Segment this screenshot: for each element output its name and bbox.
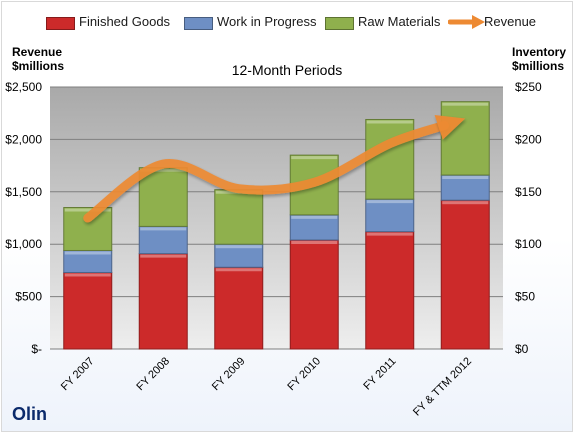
bar-finished-goods: [289, 239, 339, 350]
legend-swatch-work-in-progress: [184, 17, 213, 30]
right-axis-title-line1: Inventory: [512, 45, 567, 59]
right-tick-label: $150: [515, 185, 542, 199]
bar-raw-materials: [365, 118, 415, 200]
bar-work-in-progress: [365, 198, 415, 233]
bar-highlight: [140, 227, 187, 231]
bar-highlight: [366, 200, 413, 204]
legend: Finished Goods Work in Progress Raw Mate…: [0, 14, 574, 34]
bar-work-in-progress: [289, 214, 339, 241]
right-tick-label: $50: [515, 290, 535, 304]
bar-finished-goods: [63, 271, 113, 350]
right-tick-label: $200: [515, 132, 542, 146]
left-tick-label: $2,500: [5, 80, 42, 94]
x-tick-label: FY & TTM 2012: [411, 355, 474, 418]
legend-label-raw-materials: Raw Materials: [358, 14, 441, 29]
legend-arrow-revenue: [448, 15, 485, 29]
left-tick-label: $500: [15, 290, 42, 304]
x-tick-label: FY 2009: [210, 355, 248, 393]
legend-label-finished-goods: Finished Goods: [79, 14, 171, 29]
left-axis-title-line1: Revenue: [12, 45, 63, 59]
legend-swatch-finished-goods: [46, 17, 75, 30]
bar-finished-goods: [214, 266, 264, 350]
bar-highlight: [291, 215, 338, 219]
bar-highlight: [140, 168, 187, 172]
bar-raw-materials: [440, 101, 490, 176]
left-tick-label: $-: [31, 342, 42, 356]
bar-highlight: [442, 176, 489, 180]
bar-highlight: [64, 208, 111, 212]
legend-label-revenue: Revenue: [484, 14, 537, 29]
bar-highlight: [291, 156, 338, 160]
bar-highlight: [442, 201, 489, 205]
bar-raw-materials: [214, 189, 264, 245]
right-tick-label: $100: [515, 237, 542, 251]
bar-finished-goods: [138, 253, 188, 350]
legend-swatch-raw-materials: [325, 17, 354, 30]
chart-title: 12-Month Periods: [231, 62, 343, 78]
left-tick-label: $2,000: [5, 132, 42, 146]
x-tick-label: FY 2010: [285, 355, 323, 393]
revenue-arrowhead: [434, 114, 466, 140]
bar-finished-goods: [365, 231, 415, 350]
left-axis-title: Revenue $millions: [12, 45, 64, 73]
left-axis-title-line2: $millions: [12, 59, 65, 73]
bar-highlight: [140, 254, 187, 258]
right-tick-label: $250: [515, 80, 542, 94]
x-tick-label: FY 2008: [134, 355, 172, 393]
bar-finished-goods: [440, 199, 490, 350]
bar-work-in-progress: [138, 225, 188, 255]
x-tick-label: FY 2007: [59, 355, 97, 393]
left-tick-label: $1,500: [5, 185, 42, 199]
bar-highlight: [366, 120, 413, 124]
company-name: Olin: [12, 404, 47, 424]
bar-highlight: [291, 241, 338, 245]
right-tick-label: $0: [515, 342, 529, 356]
right-axis-title: Inventory $millions: [512, 45, 566, 73]
bar-highlight: [366, 232, 413, 236]
x-tick-label: FY 2011: [361, 355, 398, 392]
bar-highlight: [215, 268, 262, 272]
bar-highlight: [64, 251, 111, 255]
bar-highlight: [442, 102, 489, 106]
right-axis-title-line2: $millions: [512, 59, 565, 73]
left-tick-label: $1,000: [5, 237, 42, 251]
legend-label-work-in-progress: Work in Progress: [217, 14, 317, 29]
bar-raw-materials: [138, 167, 188, 227]
bar-highlight: [64, 273, 111, 277]
bar-highlight: [215, 245, 262, 249]
